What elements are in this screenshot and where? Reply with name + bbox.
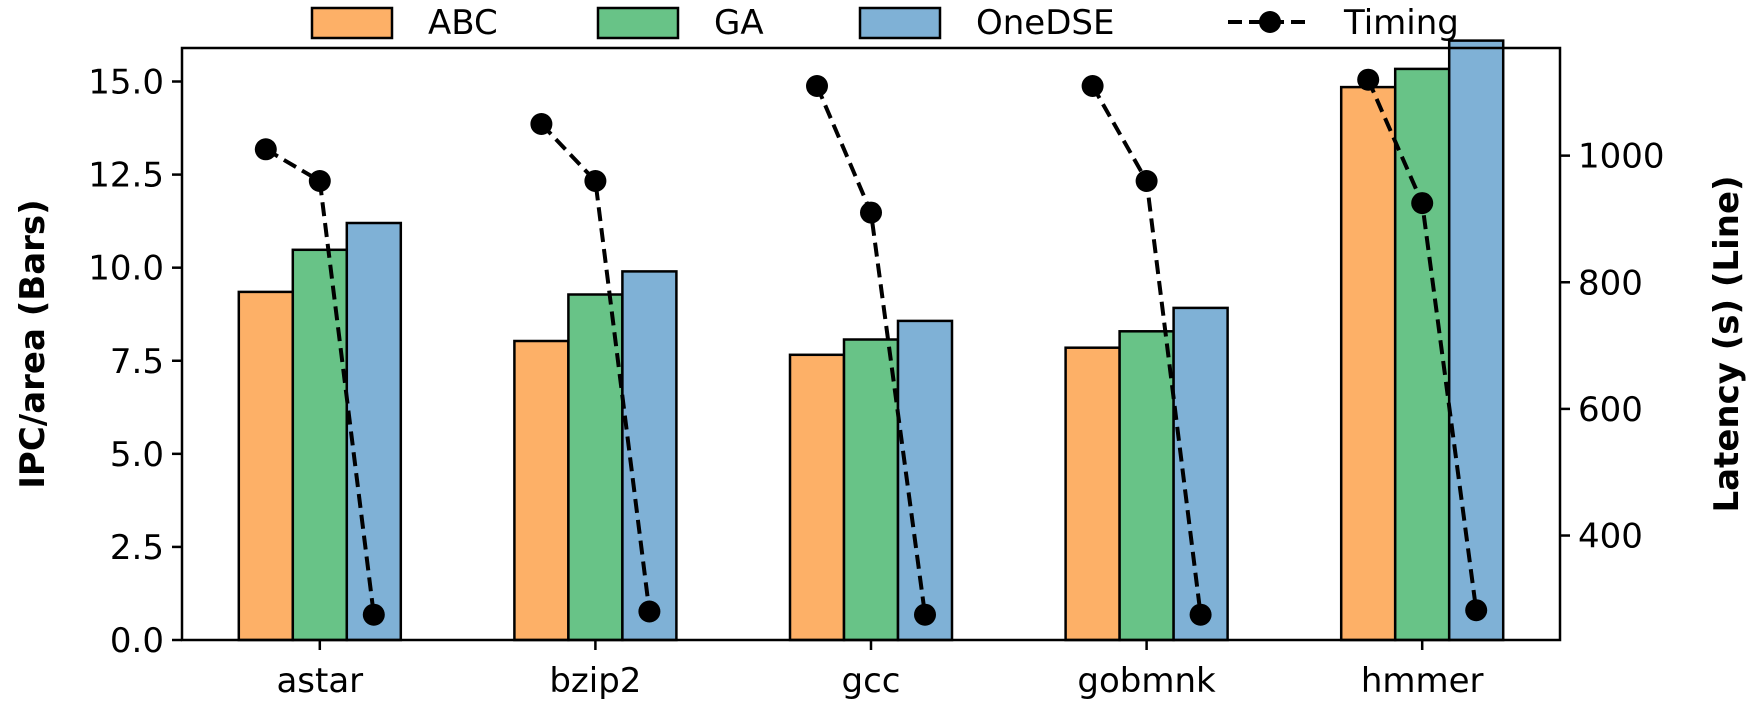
bar-abc-bzip2 xyxy=(513,339,570,642)
timing-point-gobmnk-3 xyxy=(1189,603,1212,626)
y-tick-label-right: 800 xyxy=(1578,263,1643,303)
timing-point-gcc-3 xyxy=(914,603,936,626)
y-tick-label-left: 7.5 xyxy=(110,342,164,382)
x-tick-label-gcc: gcc xyxy=(842,661,901,701)
x-tick-label-gobmnk: gobmnk xyxy=(1077,661,1216,701)
legend-swatch-onedse xyxy=(858,6,942,40)
legend-swatch-ga xyxy=(596,6,680,40)
bar-ga-bzip2 xyxy=(567,293,624,642)
bar-onedse-astar xyxy=(345,221,403,642)
timing-point-gcc-1 xyxy=(806,75,828,97)
y-tick-label-right: 1000 xyxy=(1578,137,1665,177)
timing-point-hmmer-1 xyxy=(1357,68,1380,91)
y-axis-label-left: IPC/area (Bars) xyxy=(13,199,53,488)
timing-line-bzip2 xyxy=(539,122,652,612)
y-axis-label-right: Latency (s) (Line) xyxy=(1707,175,1747,512)
bar-abc-hmmer xyxy=(1339,85,1397,642)
bar-ga-astar xyxy=(291,248,349,642)
bar-ga-gcc xyxy=(842,338,900,642)
y-tick-label-right: 600 xyxy=(1578,390,1643,430)
legend-label-onedse: OneDSE xyxy=(976,3,1114,43)
y-tick-label-left: 2.5 xyxy=(110,528,164,568)
legend-swatch-timing-marker xyxy=(1259,11,1281,33)
timing-point-hmmer-2 xyxy=(1411,192,1434,215)
timing-point-hmmer-3 xyxy=(1465,599,1488,622)
timing-point-bzip2-3 xyxy=(638,600,661,623)
timing-point-astar-3 xyxy=(362,603,385,626)
x-tick-label-hmmer: hmmer xyxy=(1361,661,1484,701)
bar-ga-gobmnk xyxy=(1118,330,1175,642)
timing-point-bzip2-2 xyxy=(584,170,607,192)
timing-point-gobmnk-2 xyxy=(1135,170,1158,192)
bar-abc-gcc xyxy=(788,353,846,642)
timing-point-astar-1 xyxy=(254,138,277,161)
legend-label-ga: GA xyxy=(714,3,764,43)
legend-swatch-abc xyxy=(310,6,394,40)
timing-point-gcc-2 xyxy=(860,201,882,224)
legend-label-abc: ABC xyxy=(428,3,498,43)
timing-point-gobmnk-1 xyxy=(1081,75,1104,97)
y-tick-label-left: 15.0 xyxy=(88,63,164,103)
legend-label-timing: Timing xyxy=(1343,3,1459,43)
bar-abc-gobmnk xyxy=(1064,346,1121,642)
y-tick-label-left: 5.0 xyxy=(110,435,164,475)
bar-ga-hmmer xyxy=(1393,67,1451,642)
x-tick-label-bzip2: bzip2 xyxy=(549,661,641,701)
y-tick-label-right: 400 xyxy=(1578,517,1643,557)
x-tick-label-astar: astar xyxy=(276,661,363,701)
y-tick-label-left: 12.5 xyxy=(88,156,164,196)
bar-onedse-bzip2 xyxy=(621,270,678,642)
y-tick-label-left: 0.0 xyxy=(110,621,164,661)
y-tick-label-left: 10.0 xyxy=(88,249,164,289)
timing-point-bzip2-1 xyxy=(530,113,553,135)
timing-point-astar-2 xyxy=(308,170,331,192)
bar-abc-astar xyxy=(237,290,295,642)
bar-onedse-hmmer xyxy=(1447,39,1505,642)
